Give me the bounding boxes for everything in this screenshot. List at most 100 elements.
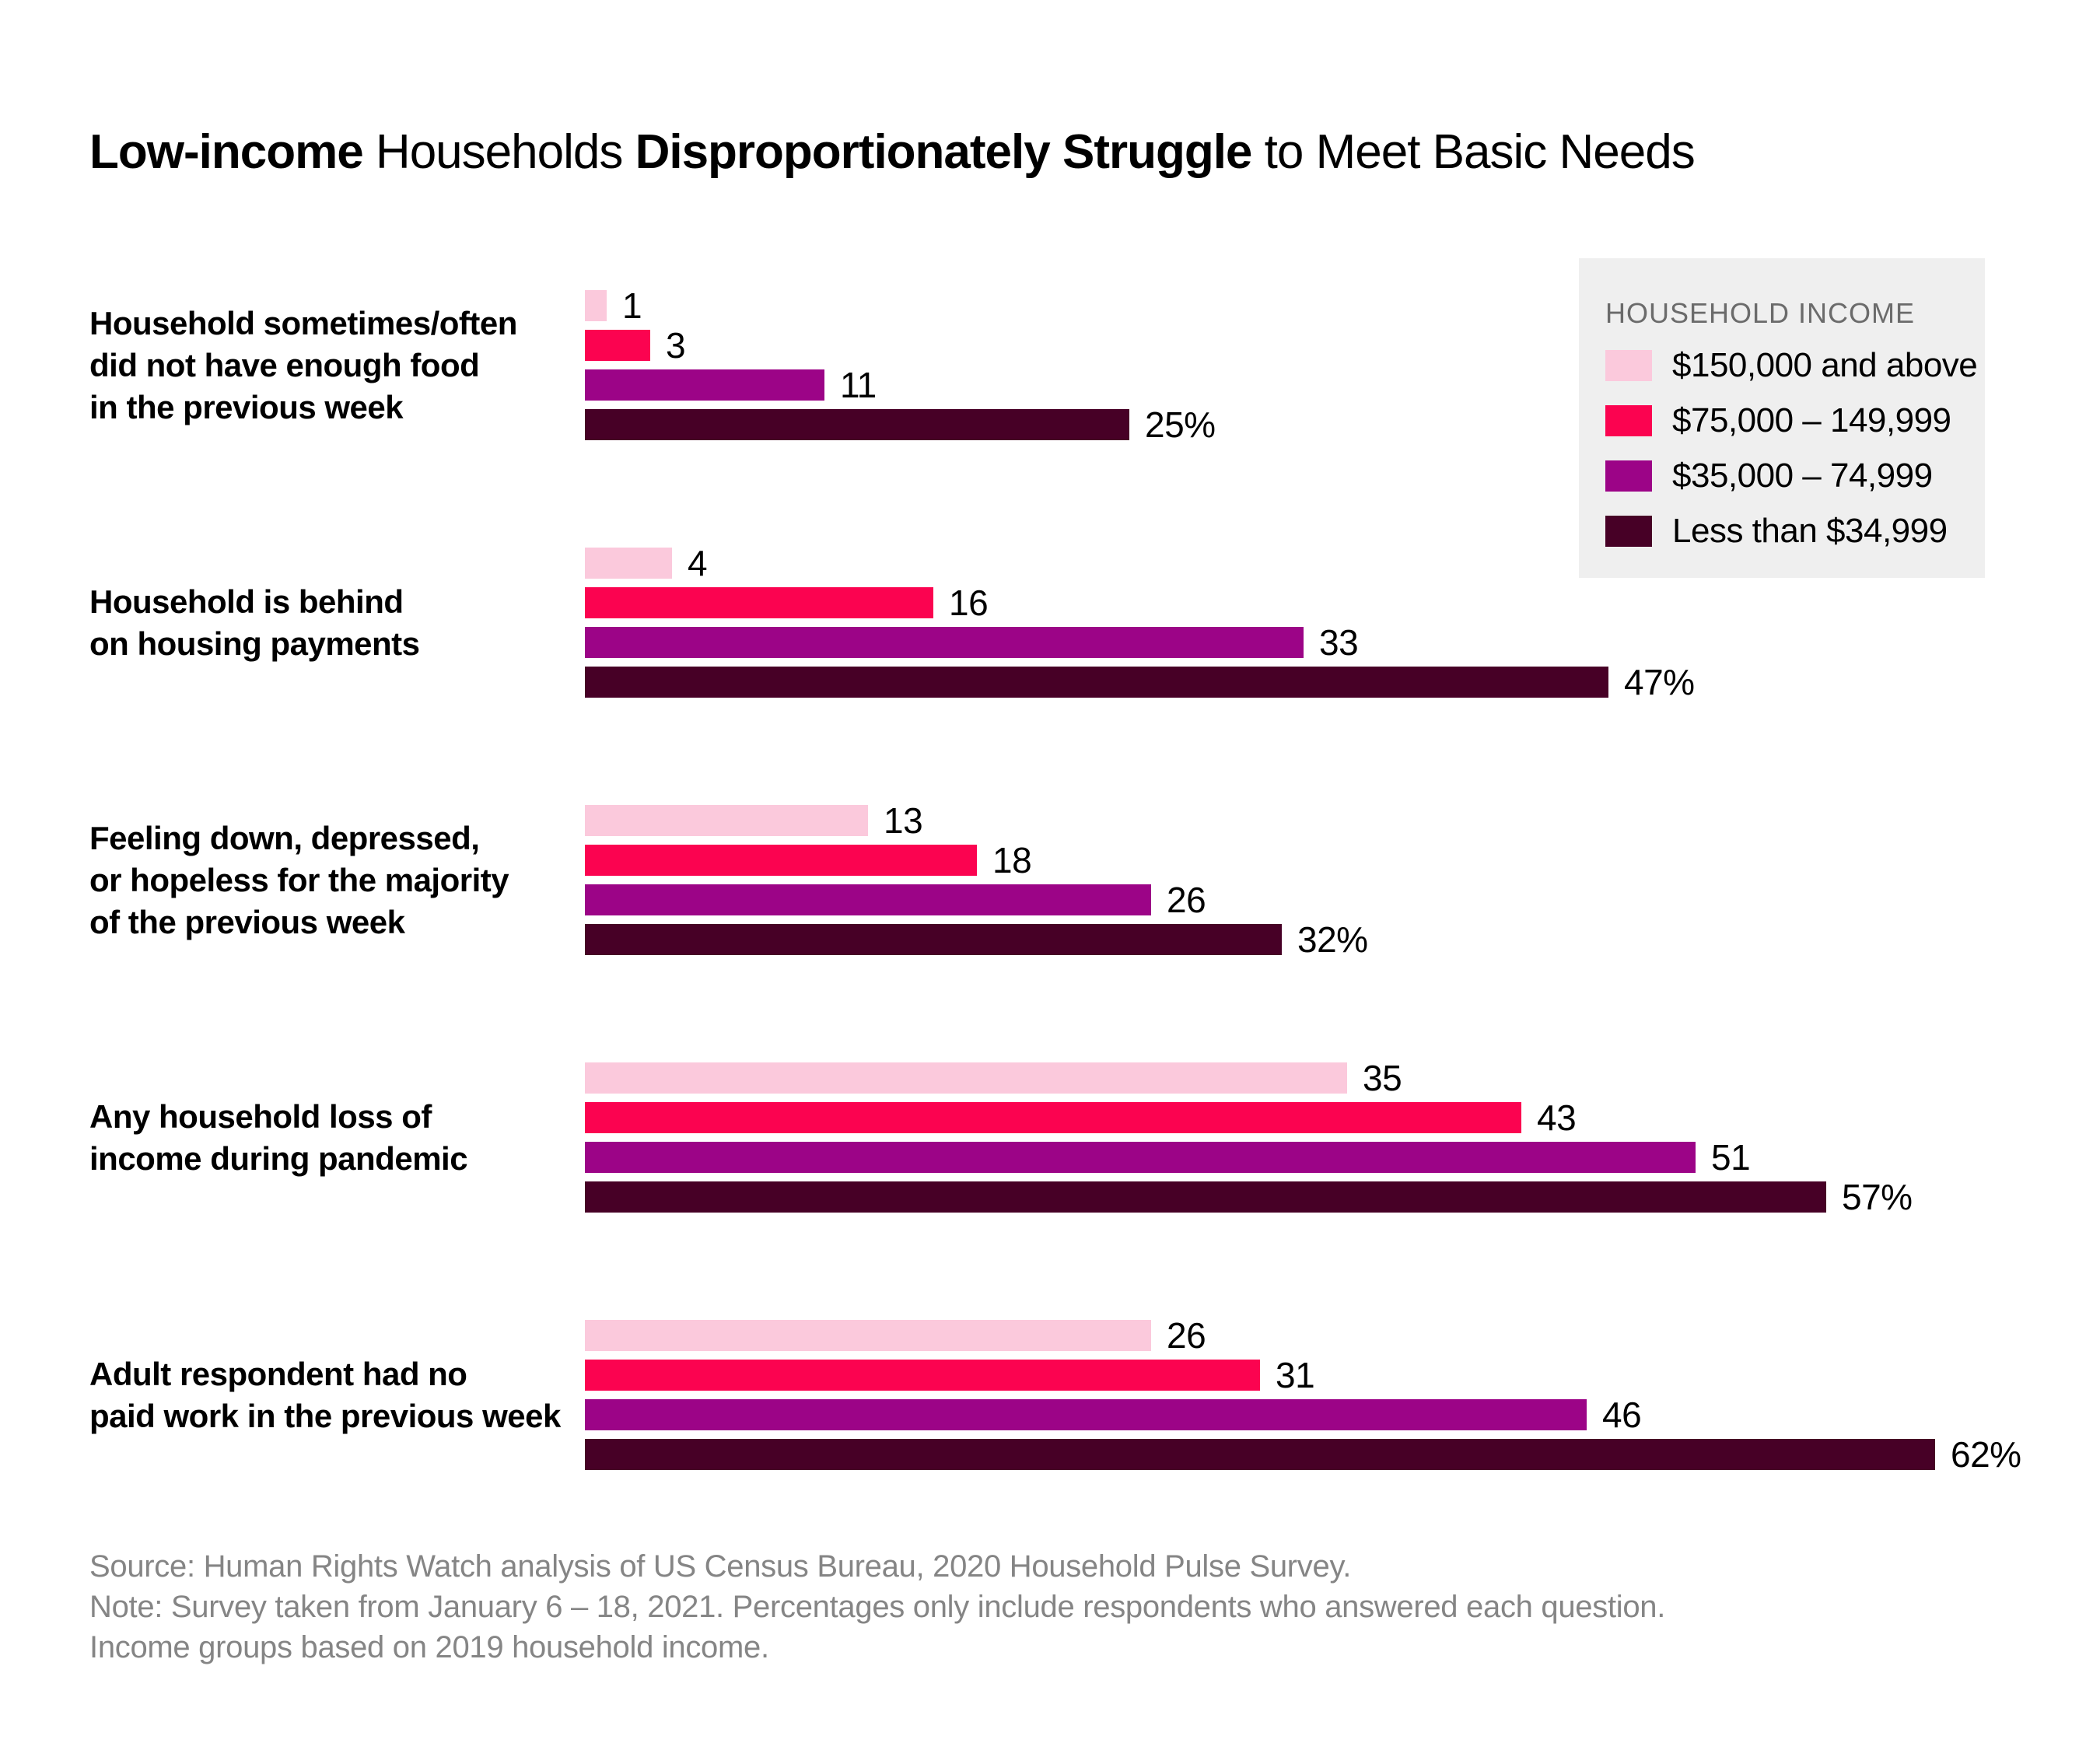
chart-group: Household is behind on housing payments 4 1…	[0, 543, 2100, 702]
bar-row: 47%	[585, 662, 1695, 702]
value-label: 4	[688, 543, 708, 583]
value-label: 32%	[1297, 919, 1368, 960]
legend-label: $35,000 – 74,999	[1672, 457, 1933, 495]
bar	[585, 667, 1608, 698]
bar-row: 13	[585, 800, 1368, 841]
category-label-line: Household sometimes/often	[89, 304, 517, 341]
bar-group: 35 43 51 57%	[585, 1058, 1913, 1221]
bar	[585, 290, 607, 321]
bar-group: 13 18 26 32%	[585, 800, 1368, 964]
legend-swatch	[1605, 350, 1652, 381]
category-label-line: Any household loss of	[89, 1097, 432, 1135]
value-label: 3	[666, 325, 686, 366]
value-label: 1	[622, 285, 642, 326]
bar	[585, 409, 1129, 440]
bar-row: 3	[585, 325, 1216, 366]
legend-item: $35,000 – 74,999	[1605, 457, 1985, 495]
category-label-line: in the previous week	[89, 388, 404, 425]
bar	[585, 924, 1282, 955]
category-label: Any household loss of income during pande…	[89, 1096, 564, 1180]
category-label-line: income during pandemic	[89, 1139, 468, 1177]
bar	[585, 1360, 1260, 1391]
bar-row: 4	[585, 543, 1695, 583]
bar-group: 1 3 11 25%	[585, 285, 1216, 449]
bar	[585, 369, 824, 401]
bar-group: 26 31 46 62%	[585, 1315, 2021, 1479]
footer-line: Income groups based on 2019 household in…	[89, 1630, 769, 1664]
title-segment: Households	[362, 124, 635, 179]
value-label: 47%	[1624, 662, 1695, 702]
bar	[585, 845, 977, 876]
bar-row: 1	[585, 285, 1216, 326]
category-label-line: Household is behind	[89, 583, 404, 620]
bar	[585, 1142, 1696, 1173]
chart-group: Household sometimes/often did not have en…	[0, 285, 2100, 445]
value-label: 51	[1711, 1137, 1751, 1178]
page-title: Low-income Households Disproportionately…	[89, 124, 1696, 180]
bar	[585, 548, 672, 579]
value-label: 26	[1167, 880, 1206, 920]
value-label: 57%	[1842, 1177, 1913, 1217]
value-label: 31	[1276, 1355, 1315, 1395]
legend-swatch	[1605, 405, 1652, 436]
value-label: 18	[992, 840, 1032, 880]
bar	[585, 1181, 1826, 1213]
legend-items: $150,000 and above $75,000 – 149,999 $35,0…	[1605, 346, 1985, 550]
bar-row: 33	[585, 622, 1695, 663]
legend-title: HOUSEHOLD INCOME	[1605, 297, 1916, 329]
value-label: 62%	[1951, 1434, 2021, 1475]
bar-row: 43	[585, 1097, 1913, 1138]
value-label: 13	[884, 800, 923, 841]
bar	[585, 587, 933, 618]
category-label-line: Feeling down, depressed,	[89, 819, 480, 856]
bar-row: 51	[585, 1137, 1913, 1178]
bar-row: 18	[585, 840, 1368, 880]
legend-label: $75,000 – 149,999	[1672, 401, 1951, 439]
bar-row: 46	[585, 1395, 2021, 1435]
category-label-line: paid work in the previous week	[89, 1397, 561, 1434]
bar-row: 11	[585, 365, 1216, 405]
category-label: Feeling down, depressed, or hopeless for …	[89, 817, 564, 943]
legend-label: Less than $34,999	[1672, 512, 1948, 550]
bar	[585, 627, 1304, 658]
category-label: Adult respondent had no paid work in the …	[89, 1353, 564, 1437]
chart-group: Feeling down, depressed, or hopeless for …	[0, 800, 2100, 960]
bar	[585, 1102, 1521, 1133]
legend-swatch	[1605, 516, 1652, 547]
value-label: 46	[1602, 1395, 1642, 1435]
source-note: Source: Human Rights Watch analysis of U…	[89, 1546, 1665, 1668]
value-label: 35	[1363, 1058, 1402, 1098]
bar-row: 35	[585, 1058, 1913, 1098]
value-label: 16	[949, 583, 989, 623]
legend-item: $75,000 – 149,999	[1605, 401, 1985, 439]
legend-label: $150,000 and above	[1672, 346, 1978, 384]
category-label: Household is behind on housing payments	[89, 581, 564, 665]
category-label-line: Adult respondent had no	[89, 1355, 467, 1392]
value-label: 25%	[1145, 404, 1216, 445]
bar-row: 32%	[585, 919, 1368, 960]
value-label: 11	[840, 365, 877, 405]
bar	[585, 884, 1151, 915]
title-segment: to Meet Basic Needs	[1251, 124, 1696, 179]
title-segment: Disproportionately Struggle	[635, 124, 1253, 179]
category-label: Household sometimes/often did not have en…	[89, 303, 564, 429]
bar	[585, 1320, 1151, 1351]
value-label: 43	[1537, 1097, 1577, 1138]
legend-item: $150,000 and above	[1605, 346, 1985, 384]
bar-row: 25%	[585, 404, 1216, 445]
chart-group: Any household loss of income during pande…	[0, 1058, 2100, 1217]
bar	[585, 1399, 1587, 1430]
bar	[585, 805, 868, 836]
bar-group: 4 16 33 47%	[585, 543, 1695, 706]
bar	[585, 1062, 1347, 1094]
legend-item: Less than $34,999	[1605, 512, 1985, 550]
bar-row: 31	[585, 1355, 2021, 1395]
title-segment: Low-income	[89, 124, 364, 179]
bar	[585, 1439, 1935, 1470]
footer-line: Source: Human Rights Watch analysis of U…	[89, 1549, 1352, 1584]
legend-swatch	[1605, 460, 1652, 492]
bar-row: 26	[585, 1315, 2021, 1356]
category-label-line: of the previous week	[89, 903, 405, 940]
chart-group: Adult respondent had no paid work in the …	[0, 1315, 2100, 1475]
